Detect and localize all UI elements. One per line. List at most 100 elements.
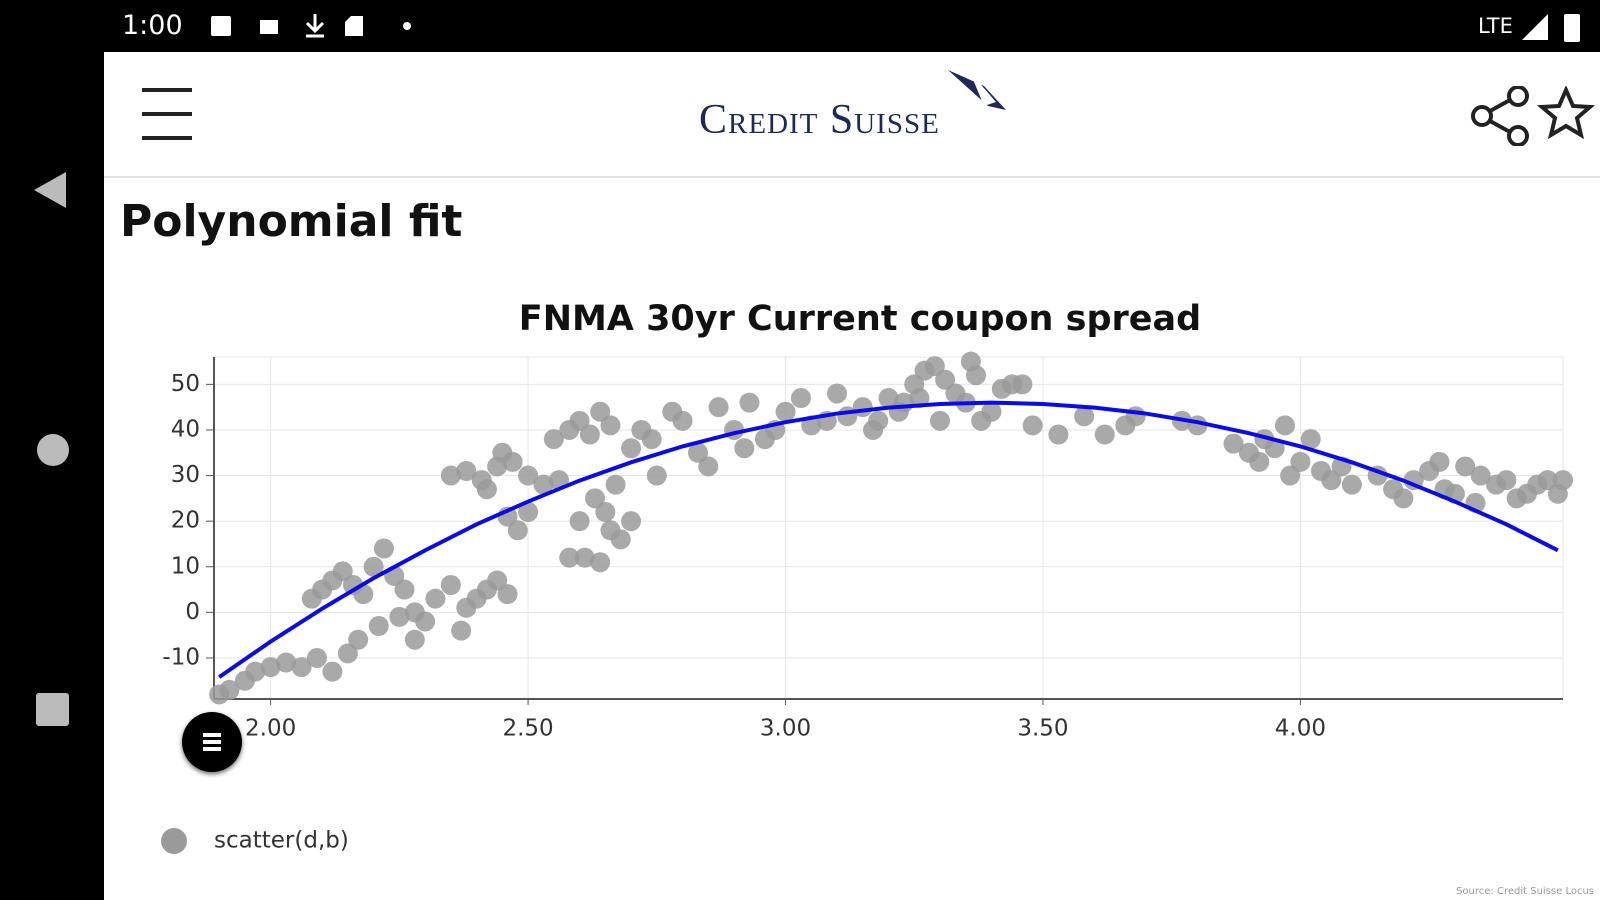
scatter-point [698, 456, 719, 477]
logo: Credit Suisse [699, 97, 940, 143]
scatter-point [1496, 470, 1517, 491]
scatter-point [389, 606, 410, 627]
scatter-point [245, 661, 266, 682]
status-bar: 1:00 LTE [0, 0, 1600, 52]
scatter-point [1429, 451, 1450, 472]
scatter-point [533, 474, 554, 495]
scatter-point [363, 556, 384, 577]
scatter-point [440, 465, 461, 486]
x-tick-label: 4.00 [1275, 716, 1326, 742]
scatter-point [621, 511, 642, 532]
scatter-point [332, 561, 353, 582]
scatter-point [306, 647, 327, 668]
y-tick-label: 50 [171, 371, 200, 397]
x-tick-label: 2.00 [245, 716, 296, 742]
home-button[interactable] [37, 434, 69, 466]
menu-button[interactable] [140, 86, 194, 142]
network-label: LTE [1478, 14, 1513, 38]
scatter-point [1094, 424, 1115, 445]
y-tick-label: 30 [171, 462, 200, 488]
scatter-point [827, 383, 848, 404]
scatter-point [621, 438, 642, 459]
nav-buttons [34, 172, 69, 726]
x-tick-label: 3.50 [1017, 716, 1068, 742]
scatter-point [368, 616, 389, 637]
scatter-point [739, 392, 760, 413]
scatter-point [924, 356, 945, 377]
chart-title: FNMA 30yr Current coupon spread [519, 299, 1201, 339]
y-tick-label: 0 [185, 599, 200, 625]
scatter-point [971, 410, 992, 431]
scatter-point [518, 502, 539, 523]
scatter-point [1537, 470, 1558, 491]
scatter-point [404, 629, 425, 650]
scatter-point [1455, 456, 1476, 477]
share-button[interactable] [1471, 86, 1529, 146]
signal-battery [1522, 14, 1580, 42]
scatter-point [476, 479, 497, 500]
fit-line [218, 400, 1559, 679]
scatter-point [852, 397, 873, 418]
scatter-point [1022, 415, 1043, 436]
scatter-point [878, 388, 899, 409]
clock: 1:00 [122, 10, 183, 41]
scatter-point [337, 643, 358, 664]
scatter-point [260, 657, 281, 678]
scatter-point [456, 461, 477, 481]
scatter-point [1048, 424, 1069, 445]
scatter-point [1553, 470, 1573, 491]
scatter-point [641, 429, 662, 450]
scatter-point [1274, 415, 1295, 436]
chart-menu-button[interactable] [182, 712, 242, 772]
scatter-point [646, 465, 667, 486]
scatter-point [569, 511, 590, 532]
y-tick-label: 40 [171, 416, 200, 442]
scatter-point [1125, 406, 1146, 427]
scatter-point [1074, 406, 1095, 427]
scatter-point [610, 529, 631, 550]
x-tick-label: 3.00 [760, 716, 811, 742]
plot-area [213, 356, 1564, 700]
recents-button[interactable] [36, 693, 69, 726]
favorite-button[interactable] [1536, 86, 1596, 140]
y-tick-label: 10 [171, 553, 200, 579]
scatter-point [415, 611, 436, 632]
scatter-point [559, 547, 580, 568]
scatter-point [708, 397, 729, 418]
scatter-point [322, 661, 343, 682]
scatter-point [291, 657, 312, 678]
scatter-point [1300, 429, 1321, 450]
scatter-point [863, 419, 884, 440]
scatter-point [1223, 433, 1244, 454]
page-title: Polynomial fit [120, 196, 463, 247]
app-bar: Credit Suisse [104, 52, 1600, 178]
actions [1471, 86, 1596, 146]
scatter-point [1393, 488, 1414, 509]
scatter-point [425, 588, 446, 609]
scatter-point [373, 538, 394, 559]
scatter-point [1290, 451, 1311, 472]
scatter-point [1470, 465, 1491, 486]
scatter-point [1321, 470, 1342, 491]
scatter-point [1341, 474, 1362, 495]
scatter-point [590, 552, 611, 573]
scatter-point [1280, 465, 1301, 486]
scatter-point [492, 442, 513, 463]
scatter-point [909, 388, 930, 409]
scatter-point [960, 351, 981, 372]
legend-label: scatter(d,b) [214, 828, 349, 854]
scatter-point [579, 424, 600, 445]
scatter-point [574, 547, 595, 568]
scatter-point [219, 679, 240, 700]
back-button[interactable] [34, 172, 66, 208]
y-tick-label: 20 [171, 508, 200, 534]
scatter-point [734, 438, 755, 459]
scatter-point [543, 429, 564, 450]
scatter-point [276, 652, 297, 673]
nav-bar [0, 52, 104, 900]
scatter-point [590, 401, 611, 422]
scatter-point [775, 401, 796, 422]
scatter-point [672, 410, 693, 431]
scatter-point [394, 579, 415, 600]
